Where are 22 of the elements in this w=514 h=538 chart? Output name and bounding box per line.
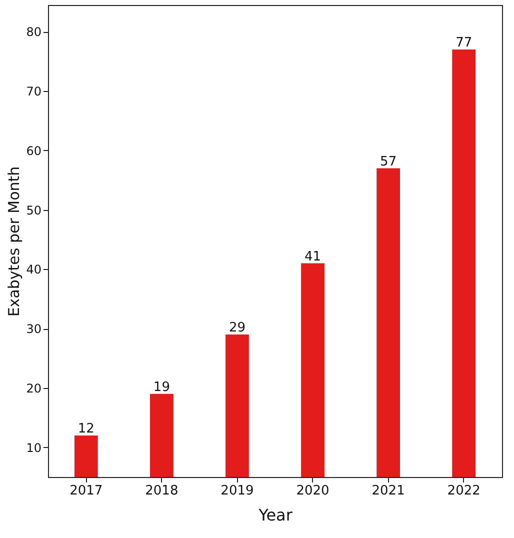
x-axis-title: Year	[258, 506, 293, 524]
data-label: 12	[78, 421, 94, 436]
y-tick-label: 50	[26, 203, 42, 218]
y-tick-label: 70	[26, 84, 42, 99]
data-label: 41	[304, 249, 322, 264]
data-label: 57	[380, 154, 397, 170]
data-label: 77	[456, 36, 472, 51]
y-tick-label: 10	[26, 440, 42, 455]
x-tick-label: 2021	[372, 484, 405, 498]
data-label: 19	[153, 380, 170, 395]
x-tick-label: 2020	[296, 484, 330, 498]
x-tick-label: 2018	[145, 484, 178, 498]
x-tick-label: 2022	[447, 484, 480, 498]
y-tick-label: 60	[26, 144, 42, 158]
y-tick-label: 40	[26, 262, 42, 277]
data-label: 29	[228, 320, 246, 336]
y-tick-label: 80	[26, 25, 42, 40]
y-tick-label: 30	[26, 322, 42, 336]
x-tick-label: 2017	[70, 484, 103, 498]
x-tick-label: 2019	[220, 484, 254, 498]
y-axis-title: Exabytes per Month	[5, 166, 24, 317]
y-tick-label: 20	[26, 381, 42, 396]
